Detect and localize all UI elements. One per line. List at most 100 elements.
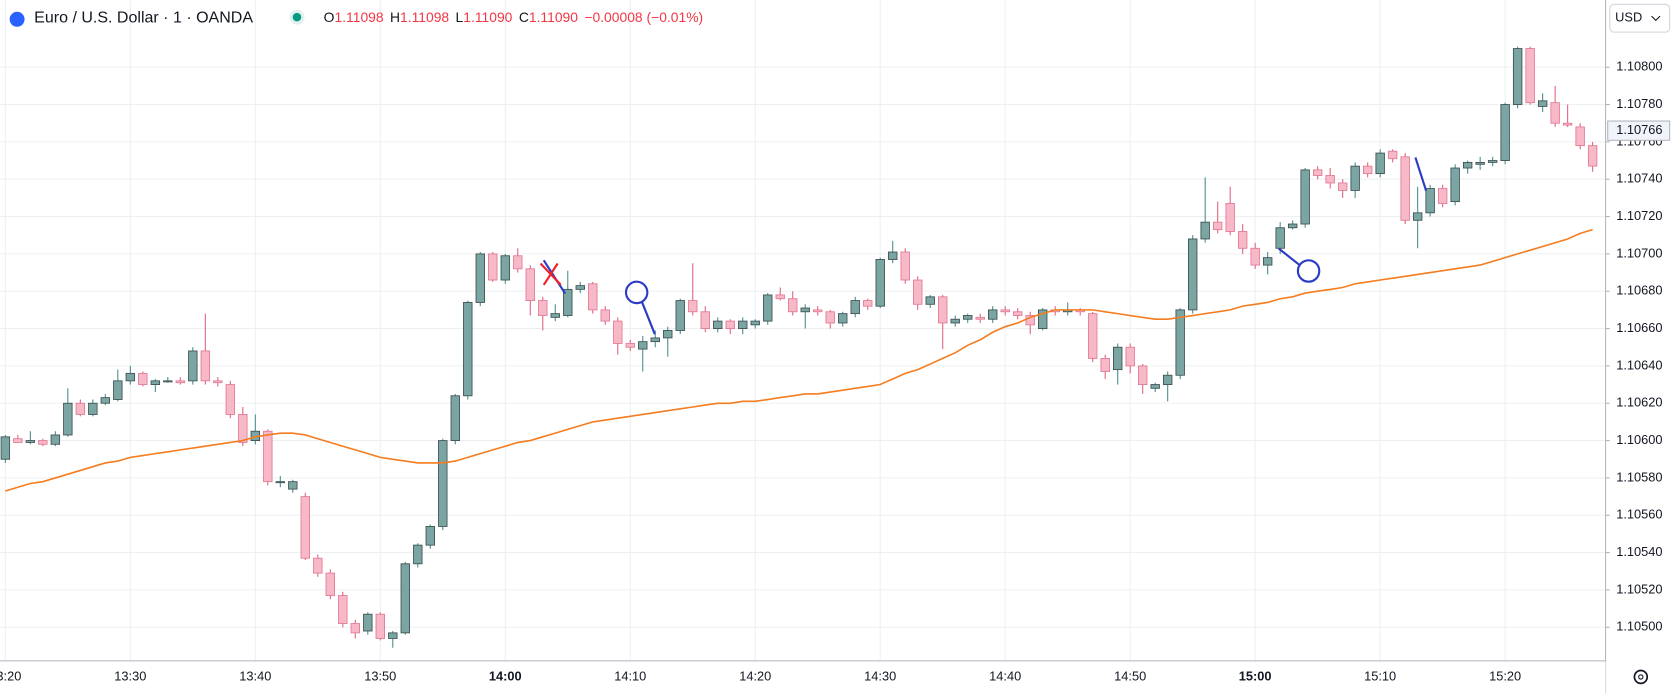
candle-body bbox=[763, 294, 773, 322]
candle-body bbox=[513, 255, 523, 270]
candle-body bbox=[825, 311, 835, 324]
candle-body bbox=[1125, 346, 1135, 367]
marks bbox=[0, 46, 1598, 648]
x-tick-label: 14:50 bbox=[1114, 668, 1146, 683]
candle-body bbox=[500, 255, 510, 281]
gear-icon[interactable] bbox=[1638, 674, 1644, 680]
label: H bbox=[390, 9, 400, 25]
candle-body bbox=[338, 595, 348, 624]
candle-body bbox=[1300, 169, 1310, 225]
candle-body bbox=[13, 438, 23, 443]
x-tick-label: 13:20 bbox=[0, 668, 21, 683]
candle-body bbox=[1013, 311, 1023, 316]
candle-body bbox=[575, 285, 585, 290]
candle-body bbox=[913, 279, 923, 305]
candle-body bbox=[1400, 156, 1410, 221]
candle-body bbox=[100, 397, 111, 404]
candle-body bbox=[1038, 309, 1048, 329]
candle-body bbox=[888, 251, 898, 260]
candle-body bbox=[925, 296, 935, 305]
candle-body bbox=[1137, 365, 1148, 386]
candle-body bbox=[725, 320, 735, 329]
ohlc-legend: O1.11098 H1.11098 L1.11090 C1.11090 −0.00008… bbox=[324, 9, 703, 25]
y-tick-label: 1.10720 bbox=[1616, 208, 1662, 223]
candle-body bbox=[475, 253, 485, 303]
drawings bbox=[539, 157, 1428, 335]
last-price-box bbox=[1607, 120, 1671, 141]
x-tick-label: 14:30 bbox=[864, 668, 896, 683]
settings-button[interactable] bbox=[1633, 669, 1649, 685]
candle-body bbox=[1550, 102, 1560, 124]
value: 1.11090 bbox=[463, 9, 512, 25]
candle-body bbox=[213, 380, 223, 384]
candle-body bbox=[1362, 165, 1373, 175]
candle-body bbox=[775, 294, 785, 300]
candle-body bbox=[388, 632, 398, 639]
symbol-title: Euro / U.S. Dollar · 1 · OANDA bbox=[34, 8, 253, 26]
candle-body bbox=[1350, 165, 1360, 191]
circle-marker bbox=[1296, 259, 1321, 283]
candle-body bbox=[1162, 374, 1173, 386]
x-tick-label: 15:00 bbox=[1239, 668, 1272, 683]
candle-body bbox=[988, 309, 998, 320]
candle-body bbox=[1525, 48, 1535, 104]
candle-body bbox=[1575, 126, 1585, 147]
candle-body bbox=[363, 613, 373, 632]
candle-body bbox=[1437, 188, 1448, 204]
candle-body bbox=[1150, 384, 1160, 389]
candle-body bbox=[263, 430, 273, 483]
candle-body bbox=[400, 563, 410, 634]
dropdown-arrow[interactable] bbox=[1651, 15, 1661, 22]
candle-body bbox=[963, 315, 973, 320]
candle-body bbox=[313, 557, 323, 574]
y-tick-label: 1.10800 bbox=[1616, 59, 1662, 74]
candle-body bbox=[50, 434, 61, 445]
candle-body bbox=[938, 296, 948, 324]
gear-icon[interactable] bbox=[1633, 669, 1649, 685]
candle-body bbox=[638, 341, 648, 350]
candle-body bbox=[75, 402, 86, 415]
candle-body bbox=[200, 350, 211, 382]
x-tick-label: 13:30 bbox=[114, 668, 146, 683]
candle-body bbox=[900, 251, 910, 281]
candle-body bbox=[113, 380, 123, 400]
candle-body bbox=[588, 283, 598, 311]
candle-body bbox=[1287, 223, 1298, 229]
candle-body bbox=[713, 320, 723, 329]
currency-button[interactable]: USD bbox=[1609, 3, 1671, 33]
candle-body bbox=[738, 320, 748, 329]
x-tick-label: 14:00 bbox=[489, 668, 522, 683]
candle-body bbox=[88, 402, 98, 415]
axis-labels: 1.10500 1.10520 1.10540 1.10560 1.10580 1.106… bbox=[0, 59, 1671, 683]
currency-label[interactable]: USD bbox=[1615, 10, 1642, 25]
y-tick-label: 1.10500 bbox=[1616, 619, 1662, 634]
candle-body bbox=[675, 300, 685, 331]
candle-body bbox=[863, 300, 873, 307]
moving-average bbox=[5, 228, 1593, 492]
candle-body bbox=[63, 402, 73, 436]
candle-body bbox=[375, 613, 385, 639]
candle-body bbox=[488, 253, 498, 281]
candle-body bbox=[550, 313, 560, 318]
candle-body bbox=[1375, 152, 1385, 175]
y-tick-label: 1.10740 bbox=[1616, 171, 1662, 186]
candle-body bbox=[1212, 221, 1223, 231]
candle-body bbox=[1325, 175, 1335, 184]
button-frame[interactable] bbox=[1609, 3, 1671, 33]
label: O bbox=[324, 9, 335, 25]
label: C bbox=[519, 9, 529, 25]
candle-body bbox=[350, 623, 360, 634]
candle-body bbox=[163, 380, 173, 383]
candle-body bbox=[1025, 315, 1035, 326]
symbol-icon bbox=[9, 11, 25, 27]
candle-body bbox=[800, 307, 810, 313]
candle-body bbox=[125, 372, 136, 382]
candle-body bbox=[413, 544, 423, 565]
candle-body bbox=[1500, 104, 1510, 161]
candle-body bbox=[850, 300, 860, 315]
candle-body bbox=[1337, 182, 1348, 191]
candle-body bbox=[688, 300, 698, 313]
x-tick-label: 14:10 bbox=[614, 668, 646, 683]
trend-line bbox=[1414, 157, 1428, 191]
